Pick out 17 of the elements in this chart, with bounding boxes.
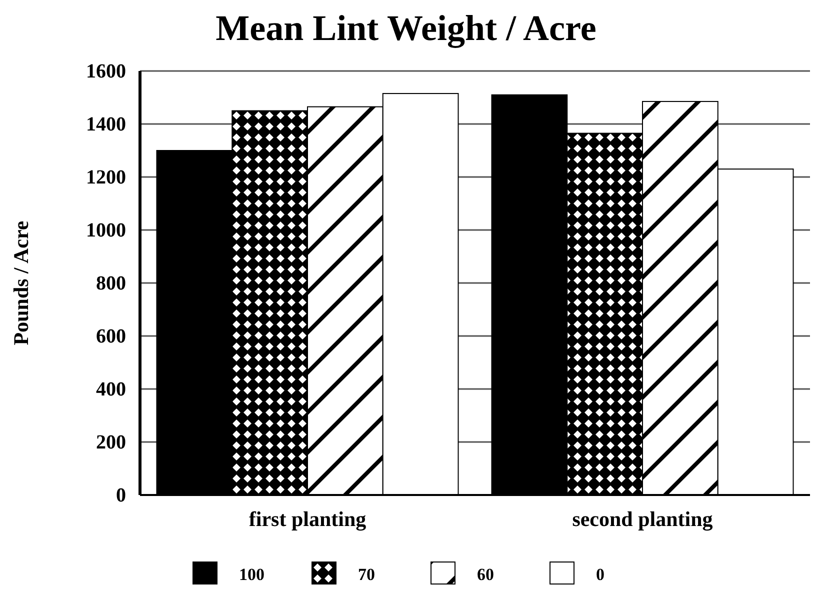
legend-label: 70 bbox=[358, 565, 375, 584]
y-tick-label: 1000 bbox=[86, 219, 126, 242]
legend-label: 60 bbox=[477, 565, 494, 584]
legend-label: 0 bbox=[596, 565, 604, 584]
y-tick-label: 0 bbox=[116, 484, 126, 506]
y-tick-label: 400 bbox=[96, 378, 126, 400]
x-tick-label: second planting bbox=[572, 506, 714, 531]
y-tick-label: 200 bbox=[96, 431, 126, 454]
x-tick-label: first planting bbox=[248, 506, 367, 531]
y-tick-label: 1400 bbox=[86, 113, 126, 136]
y-tick-label: 1600 bbox=[86, 60, 126, 82]
chart-title: Mean Lint Weight / Acre bbox=[216, 8, 596, 48]
y-tick-label: 800 bbox=[96, 272, 126, 294]
y-tick-label: 600 bbox=[96, 325, 126, 348]
legend-label: 100 bbox=[239, 565, 264, 584]
y-tick-label: 1200 bbox=[86, 166, 126, 188]
y-axis-title: Pounds / Acre bbox=[9, 220, 33, 346]
